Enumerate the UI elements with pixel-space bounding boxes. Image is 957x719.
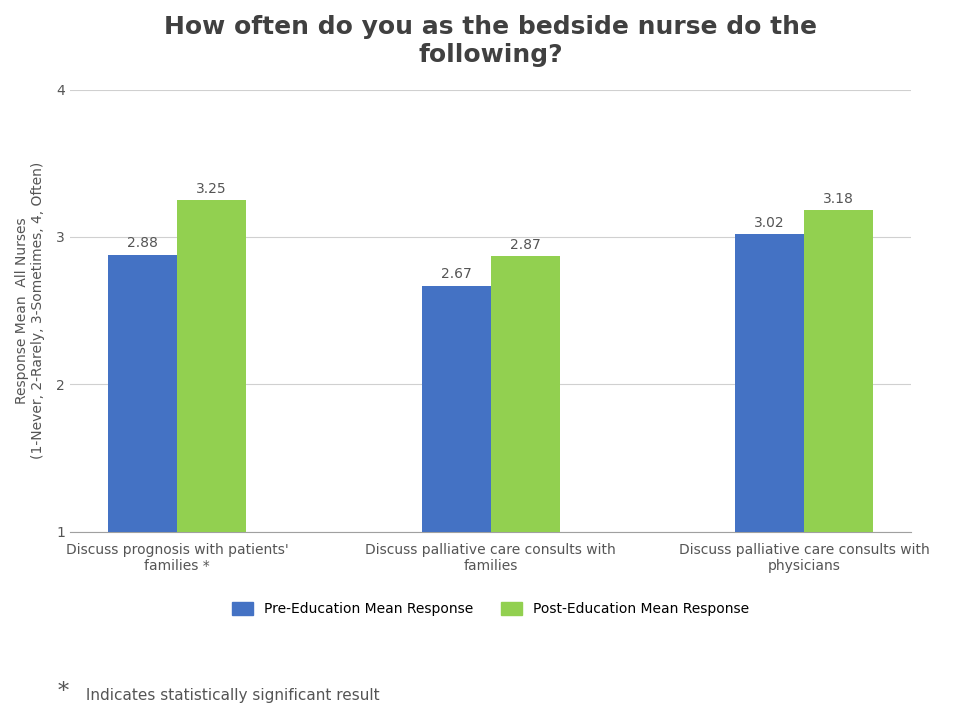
Text: Indicates statistically significant result: Indicates statistically significant resu… bbox=[81, 688, 380, 703]
Text: 3.18: 3.18 bbox=[823, 192, 854, 206]
Bar bbox=[422, 285, 491, 531]
Title: How often do you as the bedside nurse do the
following?: How often do you as the bedside nurse do… bbox=[164, 15, 817, 67]
Bar bbox=[491, 256, 560, 531]
Bar bbox=[804, 211, 873, 531]
Bar bbox=[108, 255, 177, 531]
Text: 3.02: 3.02 bbox=[754, 216, 785, 229]
Text: *: * bbox=[57, 681, 69, 703]
Bar bbox=[735, 234, 804, 531]
Text: 2.87: 2.87 bbox=[510, 238, 541, 252]
Y-axis label: Response Mean  All Nurses
(1-Never, 2-Rarely, 3-Sometimes, 4, Often): Response Mean All Nurses (1-Never, 2-Rar… bbox=[15, 162, 45, 459]
Text: 3.25: 3.25 bbox=[196, 182, 227, 196]
Text: 2.67: 2.67 bbox=[441, 267, 472, 281]
Text: 2.88: 2.88 bbox=[127, 236, 158, 250]
Legend: Pre-Education Mean Response, Post-Education Mean Response: Pre-Education Mean Response, Post-Educat… bbox=[227, 597, 755, 622]
Bar bbox=[177, 200, 246, 531]
